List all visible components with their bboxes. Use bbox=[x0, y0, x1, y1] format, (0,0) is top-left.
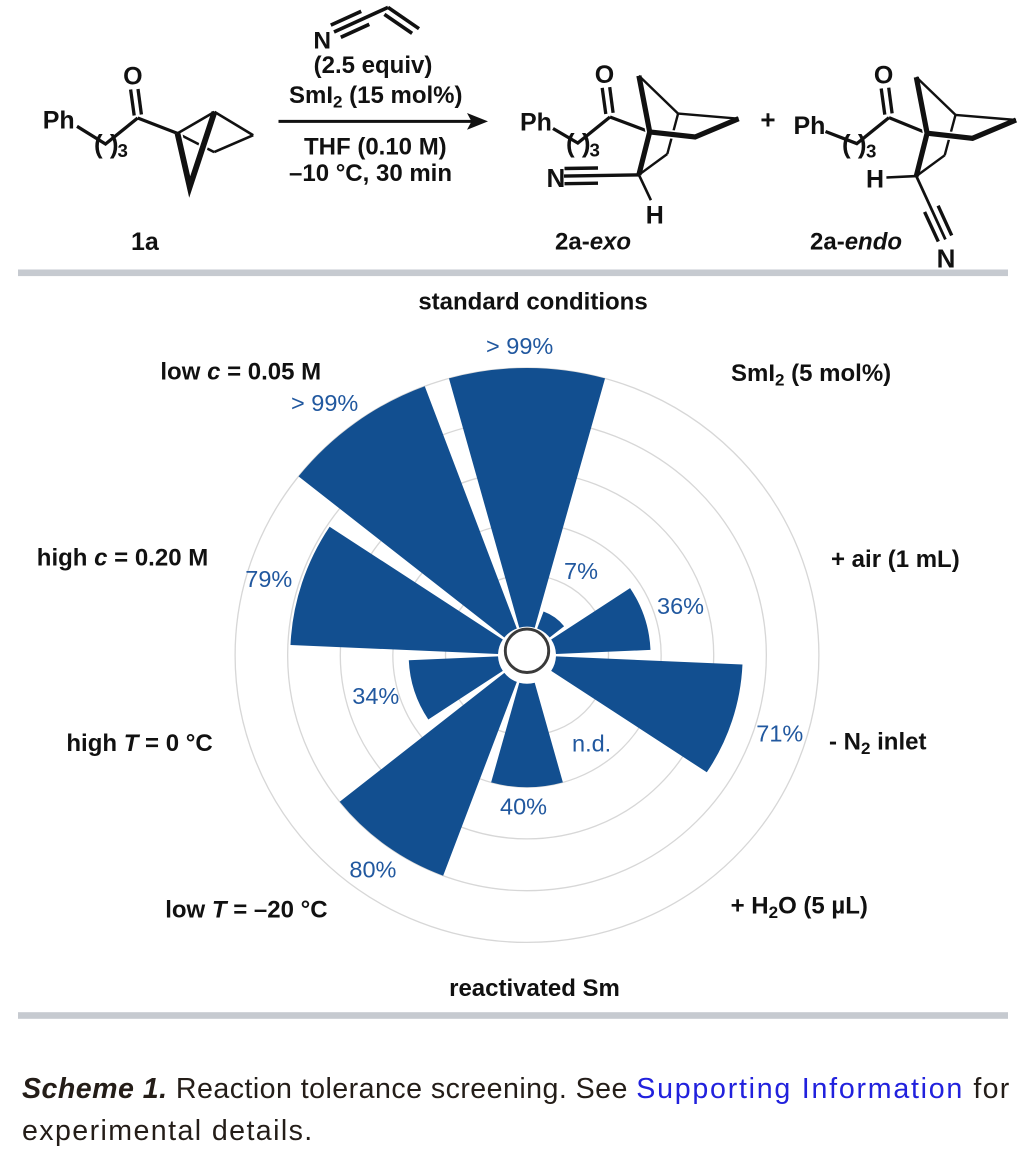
svg-text:N: N bbox=[937, 244, 956, 274]
svg-text:> 99%: > 99% bbox=[291, 390, 358, 416]
svg-text:low c = 0.05 M: low c = 0.05 M bbox=[160, 359, 321, 386]
svg-text:> 99%: > 99% bbox=[486, 333, 553, 359]
svg-text:3: 3 bbox=[866, 141, 876, 162]
svg-text:3: 3 bbox=[590, 140, 600, 161]
svg-text:( ): ( ) bbox=[842, 129, 867, 159]
svg-text:( ): ( ) bbox=[566, 128, 591, 158]
svg-text:H: H bbox=[866, 166, 884, 194]
svg-text:2a-endo: 2a-endo bbox=[810, 229, 902, 256]
svg-text:Ph: Ph bbox=[794, 112, 826, 140]
svg-text:THF (0.10 M): THF (0.10 M) bbox=[304, 134, 447, 161]
svg-text:(2.5 equiv): (2.5 equiv) bbox=[314, 52, 433, 79]
svg-text:34%: 34% bbox=[352, 683, 399, 709]
svg-text:SmI2 (15 mol%): SmI2 (15 mol%) bbox=[289, 82, 463, 112]
svg-text:H: H bbox=[646, 202, 664, 230]
svg-text:79%: 79% bbox=[245, 566, 292, 592]
svg-text:71%: 71% bbox=[756, 720, 803, 746]
svg-text:N: N bbox=[547, 163, 566, 193]
svg-text:40%: 40% bbox=[500, 793, 547, 819]
svg-text:standard conditions: standard conditions bbox=[418, 289, 647, 316]
svg-text:+: + bbox=[760, 105, 775, 135]
svg-text:–10 °C, 30 min: –10 °C, 30 min bbox=[289, 160, 452, 187]
svg-text:N: N bbox=[313, 28, 331, 55]
svg-text:low T = –20 °C: low T = –20 °C bbox=[165, 897, 327, 924]
svg-text:reactivated Sm: reactivated Sm bbox=[449, 975, 620, 1002]
svg-text:36%: 36% bbox=[657, 593, 704, 619]
svg-text:O: O bbox=[123, 63, 142, 91]
svg-text:- N2 inlet: - N2 inlet bbox=[829, 729, 926, 759]
svg-text:( ): ( ) bbox=[94, 129, 119, 159]
svg-text:high c = 0.20 M: high c = 0.20 M bbox=[37, 545, 208, 572]
svg-text:Scheme 1. Reaction tolerance s: Scheme 1. Reaction tolerance screening. … bbox=[22, 1073, 1011, 1105]
svg-text:O: O bbox=[595, 61, 614, 89]
svg-text:Ph: Ph bbox=[520, 109, 552, 137]
svg-text:O: O bbox=[874, 62, 893, 90]
svg-text:n.d.: n.d. bbox=[572, 731, 611, 757]
svg-text:Ph: Ph bbox=[43, 106, 75, 134]
svg-text:2a-exo: 2a-exo bbox=[555, 229, 631, 256]
svg-text:1a: 1a bbox=[131, 228, 160, 256]
svg-text:high T = 0 °C: high T = 0 °C bbox=[66, 730, 212, 757]
svg-text:3: 3 bbox=[118, 140, 128, 161]
svg-text:experimental details.: experimental details. bbox=[22, 1115, 314, 1147]
svg-text:SmI2 (5 mol%): SmI2 (5 mol%) bbox=[731, 360, 891, 390]
svg-text:+ H2O (5 µL): + H2O (5 µL) bbox=[731, 893, 868, 923]
svg-text:7%: 7% bbox=[564, 558, 598, 584]
svg-text:80%: 80% bbox=[349, 856, 396, 882]
svg-text:+ air (1 mL): + air (1 mL) bbox=[831, 546, 960, 573]
